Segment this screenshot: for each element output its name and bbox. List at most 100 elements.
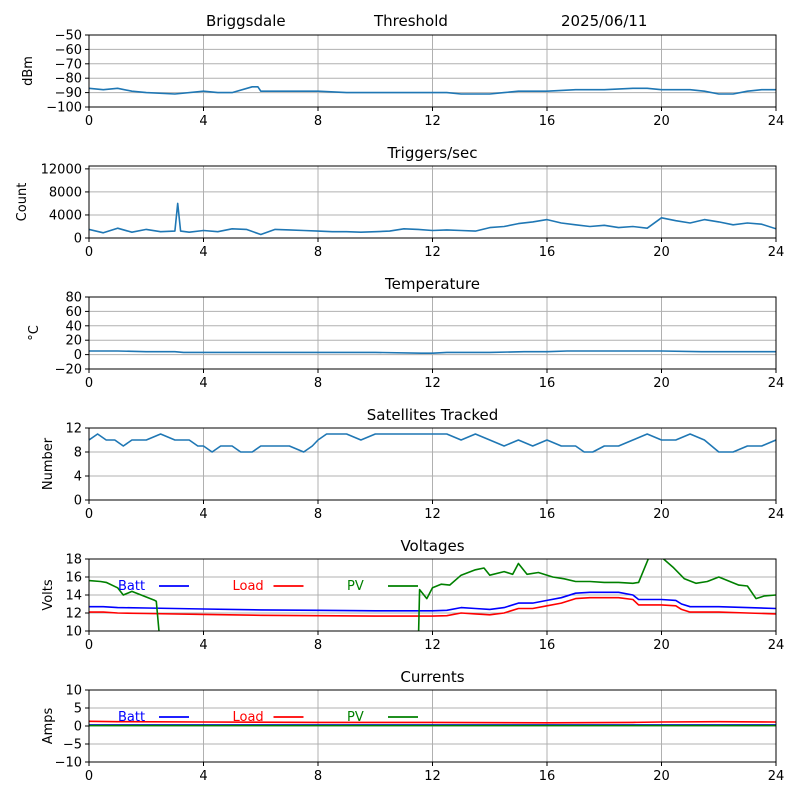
chart-panel-5: 0 4 8 12 16 20 24 10 12 14 16 18 Voltages Volts Batt Lo… bbox=[41, 537, 784, 653]
y-tick-label: 80 bbox=[65, 291, 82, 306]
y-axis-label: Volts bbox=[41, 579, 56, 611]
chart-panel-1: 0 4 8 12 16 20 24 −100−90−80−70−60−50 dBm bbox=[21, 29, 784, 130]
x-tick-label: 24 bbox=[768, 769, 785, 784]
y-tick-label: 14 bbox=[65, 589, 82, 604]
y-tick-label: 0 bbox=[74, 720, 82, 735]
y-tick-label: 12 bbox=[65, 607, 82, 622]
chart-title: Triggers/sec bbox=[387, 144, 478, 162]
y-tick-label: −5 bbox=[63, 738, 82, 753]
y-tick-label: 12000 bbox=[41, 162, 82, 177]
chart-panel-2: 0 4 8 12 16 20 24 0 4000 8000 12000 Triggers/sec Cou… bbox=[15, 144, 784, 260]
x-tick-label: 16 bbox=[539, 769, 556, 784]
x-tick-label: 20 bbox=[653, 507, 670, 522]
header-label: Threshold bbox=[374, 12, 448, 30]
y-axis-label: Number bbox=[41, 437, 56, 490]
x-tick-label: 12 bbox=[424, 376, 441, 391]
x-tick-label: 0 bbox=[85, 638, 93, 653]
y-tick-label: 18 bbox=[65, 553, 82, 568]
legend-label-pv: PV bbox=[347, 579, 364, 594]
x-tick-label: 16 bbox=[539, 376, 556, 391]
series-line-1 bbox=[89, 433, 776, 453]
x-tick-label: 24 bbox=[768, 638, 785, 653]
header-station: Briggsdale bbox=[206, 12, 286, 30]
x-tick-label: 8 bbox=[314, 376, 322, 391]
x-tick-label: 4 bbox=[199, 769, 207, 784]
y-tick-label: 0 bbox=[74, 232, 82, 247]
chart-title: Voltages bbox=[400, 537, 464, 555]
x-tick-label: 24 bbox=[768, 376, 785, 391]
x-tick-label: 16 bbox=[539, 507, 556, 522]
x-tick-label: 16 bbox=[539, 638, 556, 653]
x-tick-label: 24 bbox=[768, 245, 785, 260]
y-axis-label: dBm bbox=[21, 56, 36, 86]
y-tick-label: 0 bbox=[74, 494, 82, 509]
series-line-load bbox=[89, 596, 776, 617]
x-tick-label: 8 bbox=[314, 114, 322, 129]
x-tick-label: 12 bbox=[424, 638, 441, 653]
x-tick-label: 8 bbox=[314, 769, 322, 784]
legend-label-load: Load bbox=[233, 579, 264, 594]
chart-title: Satellites Tracked bbox=[367, 406, 498, 424]
chart-panel-4: 0 4 8 12 16 20 24 0 4 8 12 Satellites Tracked Number bbox=[41, 406, 784, 522]
x-tick-label: 12 bbox=[424, 114, 441, 129]
series-group bbox=[89, 202, 776, 236]
series-line-batt bbox=[89, 591, 776, 612]
y-tick-label: 4 bbox=[74, 470, 82, 485]
y-tick-label: 60 bbox=[65, 305, 82, 320]
x-tick-label: 0 bbox=[85, 245, 93, 260]
x-tick-label: 0 bbox=[85, 114, 93, 129]
y-tick-label: −20 bbox=[55, 363, 82, 378]
x-tick-label: 8 bbox=[314, 507, 322, 522]
series-line-1 bbox=[89, 86, 776, 95]
x-tick-label: 8 bbox=[314, 638, 322, 653]
x-tick-label: 4 bbox=[199, 114, 207, 129]
y-tick-label: 10 bbox=[65, 625, 82, 640]
y-axis-label: Count bbox=[15, 183, 30, 222]
y-tick-label: −10 bbox=[55, 756, 82, 771]
y-tick-label: −50 bbox=[55, 29, 82, 44]
x-tick-label: 24 bbox=[768, 507, 785, 522]
y-tick-label: −60 bbox=[55, 43, 82, 58]
x-tick-label: 4 bbox=[199, 638, 207, 653]
x-tick-label: 4 bbox=[199, 376, 207, 391]
x-tick-label: 0 bbox=[85, 769, 93, 784]
x-tick-label: 8 bbox=[314, 245, 322, 260]
x-tick-label: 16 bbox=[539, 114, 556, 129]
x-tick-label: 20 bbox=[653, 376, 670, 391]
x-tick-label: 0 bbox=[85, 376, 93, 391]
legend-label-batt: Batt bbox=[118, 579, 145, 594]
x-tick-label: 12 bbox=[424, 769, 441, 784]
series-line-1 bbox=[89, 202, 776, 236]
y-tick-label: 40 bbox=[65, 319, 82, 334]
chart-title: Temperature bbox=[384, 275, 480, 293]
x-tick-label: 4 bbox=[199, 245, 207, 260]
y-tick-label: 8 bbox=[74, 446, 82, 461]
x-tick-label: 4 bbox=[199, 507, 207, 522]
header-date: 2025/06/11 bbox=[561, 12, 648, 30]
series-group bbox=[89, 433, 776, 453]
y-tick-label: 4000 bbox=[49, 208, 82, 223]
y-tick-label: 5 bbox=[74, 702, 82, 717]
x-tick-label: 12 bbox=[424, 507, 441, 522]
chart-panel-6: 0 4 8 12 16 20 24 −10 −5 0 5 10 Currents Amps Batt Load… bbox=[41, 668, 784, 784]
series-line-pv bbox=[89, 559, 776, 631]
x-tick-label: 20 bbox=[653, 769, 670, 784]
series-line-load bbox=[89, 720, 776, 724]
y-axis-label: Amps bbox=[41, 707, 56, 744]
legend-label-pv: PV bbox=[347, 710, 364, 725]
y-tick-label: 12 bbox=[65, 422, 82, 437]
x-tick-label: 20 bbox=[653, 245, 670, 260]
x-tick-label: 24 bbox=[768, 114, 785, 129]
y-tick-label: 20 bbox=[65, 334, 82, 349]
y-tick-label: 0 bbox=[74, 348, 82, 363]
series-group bbox=[89, 86, 776, 95]
series-group bbox=[89, 350, 776, 355]
y-tick-label: 10 bbox=[65, 684, 82, 699]
x-tick-label: 20 bbox=[653, 638, 670, 653]
legend-label-batt: Batt bbox=[118, 710, 145, 725]
chart-title: Currents bbox=[400, 668, 464, 686]
series-group bbox=[89, 559, 776, 631]
